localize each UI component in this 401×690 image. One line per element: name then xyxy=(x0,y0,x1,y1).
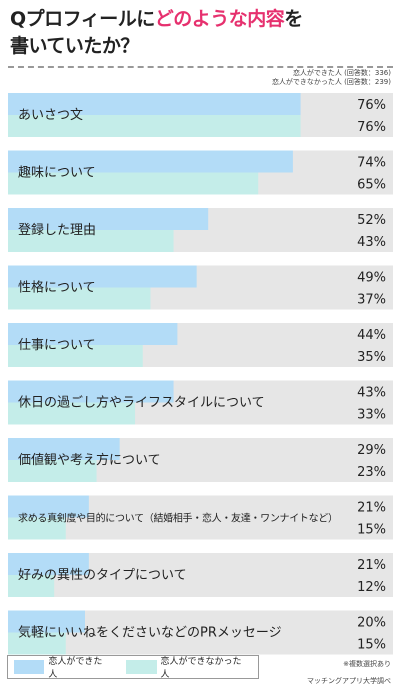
bar-series-1-2 xyxy=(8,150,293,173)
legend-label-2: 恋人ができなかった人 xyxy=(160,657,242,680)
title-line-2: 書いていたか？ xyxy=(10,35,139,57)
value-label: 76% xyxy=(357,98,386,113)
bar-series-1-5 xyxy=(8,323,178,345)
category-label: 求める真剣度や目的について（結婚相手・恋人・友達・ワンナイトなど） xyxy=(18,512,338,525)
title-part-1: Qプロフィールに xyxy=(10,8,155,30)
bar-series-1-1 xyxy=(8,93,301,115)
value-label: 43% xyxy=(357,386,386,401)
value-label: 21% xyxy=(357,558,386,573)
bar-series-2-3 xyxy=(8,230,174,252)
title-part-2: を xyxy=(284,8,303,30)
title-highlight: どのような内容 xyxy=(154,8,285,30)
bar-track xyxy=(8,517,393,540)
category-label: 登録した理由 xyxy=(18,223,96,238)
legend-item-2: 恋人ができなかった人 xyxy=(126,654,246,680)
bar-series-1-9 xyxy=(8,553,89,575)
bar-track xyxy=(8,495,393,518)
bar-track xyxy=(8,632,393,655)
value-label: 44% xyxy=(357,328,386,343)
bar-series-2-5 xyxy=(8,345,143,367)
value-label: 52% xyxy=(357,213,386,228)
respondent-notes: 恋人ができた人 (回答数：336) 恋人ができなかった人 (回答数：239) xyxy=(272,69,391,87)
legend-swatch-2 xyxy=(126,660,157,674)
bar-series-2-4 xyxy=(8,287,151,310)
bar-track xyxy=(8,610,393,633)
value-label: 65% xyxy=(357,178,386,193)
value-label: 35% xyxy=(357,350,386,365)
value-label: 37% xyxy=(357,293,386,308)
title-divider xyxy=(8,66,393,68)
bar-series-2-2 xyxy=(8,172,259,195)
value-label: 43% xyxy=(357,235,386,250)
legend-label-1: 恋人ができた人 xyxy=(48,657,103,680)
bar-series-2-10 xyxy=(8,632,66,655)
bar-series-2-8 xyxy=(8,517,66,540)
category-label: 性格について xyxy=(18,280,96,296)
category-label: 休日の過ごし方やライフスタイルについて xyxy=(18,395,265,411)
bar-series-1-3 xyxy=(8,208,209,230)
category-label: 趣味について xyxy=(18,166,96,181)
value-label: 15% xyxy=(357,638,386,653)
respondent-note-2: 恋人ができなかった人 (回答数：239) xyxy=(271,78,391,86)
category-label: 好みの異性のタイプについて xyxy=(18,568,187,583)
value-label: 33% xyxy=(357,408,386,423)
value-label: 74% xyxy=(357,156,386,171)
bar-series-2-6 xyxy=(8,402,136,425)
chart-title: Qプロフィールにどのような内容を書いていたか？ xyxy=(10,6,390,60)
legend-swatch-1 xyxy=(14,660,45,674)
category-label: 価値観や考え方について xyxy=(18,452,161,468)
source-credit: マッチングアプリ大学調べ xyxy=(307,677,391,685)
value-label: 12% xyxy=(357,580,386,595)
respondent-note-1: 恋人ができた人 (回答数：336) xyxy=(292,69,391,77)
value-label: 15% xyxy=(357,523,386,538)
bar-series-2-9 xyxy=(8,575,55,597)
value-label: 29% xyxy=(357,443,386,458)
legend-item-1: 恋人ができた人 xyxy=(14,654,108,680)
bar-series-1-8 xyxy=(8,495,89,518)
bar-track xyxy=(8,575,393,597)
legend: 恋人ができた人 恋人ができなかった人 xyxy=(7,654,259,680)
value-label: 76% xyxy=(357,120,386,135)
bar-series-1-7 xyxy=(8,438,120,460)
bar-series-1-4 xyxy=(8,265,197,288)
value-label: 23% xyxy=(357,465,386,480)
bar-series-2-7 xyxy=(8,460,97,482)
value-label: 49% xyxy=(357,271,386,286)
category-label: 仕事について xyxy=(18,338,96,353)
value-label: 20% xyxy=(357,616,386,631)
bar-series-1-10 xyxy=(8,610,85,633)
category-label: あいさつ文 xyxy=(18,108,83,123)
bar-track xyxy=(8,553,393,575)
category-label: 気軽にいいねをくださいなどのPRメッセージ xyxy=(18,625,282,641)
bar-track xyxy=(8,460,393,482)
value-label: 21% xyxy=(357,501,386,516)
bar-series-1-6 xyxy=(8,380,174,403)
bar-series-2-1 xyxy=(8,115,301,137)
multiple-choice-note: ※複数選択あり xyxy=(343,660,391,668)
